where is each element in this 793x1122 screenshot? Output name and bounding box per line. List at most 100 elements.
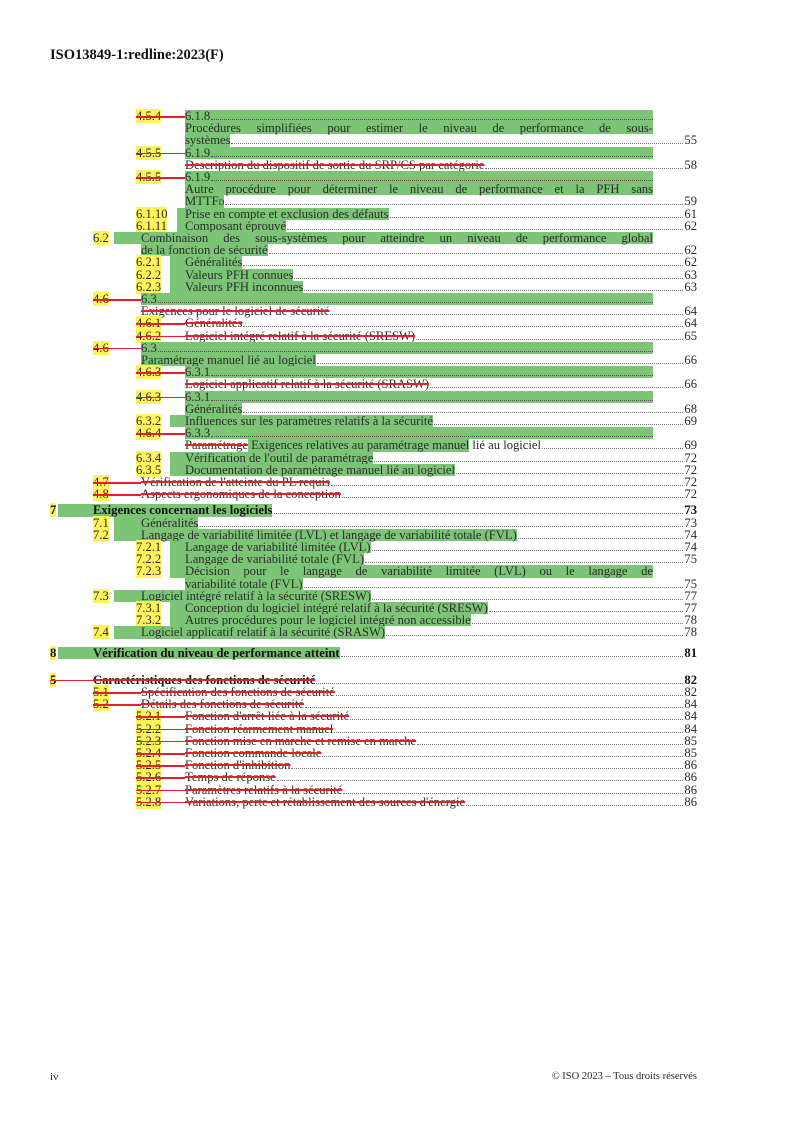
toc-entry-number: 5.2 — [93, 697, 141, 712]
toc-entry[interactable]: 7.3 Logiciel intégré relatif à la sécurit… — [50, 588, 697, 603]
toc-entry-title: Autres procédures pour le logiciel intég… — [170, 614, 471, 626]
toc-entry[interactable]: 4.6.1 Généralités 64 — [50, 316, 697, 331]
toc-entry[interactable]: 8 Vérification du niveau de performance a… — [50, 645, 697, 660]
dot-leader — [472, 614, 683, 625]
toc-page-number: 86 — [684, 794, 697, 809]
dot-leader — [334, 723, 683, 733]
toc-entry-number: 4.6 — [93, 292, 141, 306]
toc-entry[interactable]: 6.3.5 Documentation de paramétrage manuel… — [50, 462, 697, 477]
toc-entry[interactable]: 7.3.2 Autres procédures pour le logiciel … — [50, 613, 697, 628]
toc-entry-title: Fonction commande locale — [185, 747, 321, 760]
toc-entry[interactable]: 7.4 Logiciel applicatif relatif à la sécu… — [50, 625, 697, 640]
toc-entry[interactable]: 7.2 Langage de variabilité limitée (LVL) … — [50, 527, 697, 542]
toc-entry[interactable]: systèmes 55 — [50, 133, 697, 147]
dot-leader — [304, 281, 683, 291]
title-segment: Caractéristiques des fonctions de sécuri… — [93, 672, 316, 687]
toc-entry[interactable]: 4.8 Aspects ergonomiques de la conception… — [50, 487, 697, 502]
toc-entry[interactable]: 7.1 Généralités 73 — [50, 515, 697, 530]
toc-entry[interactable]: 7.3.1 Conception du logiciel intégré rela… — [50, 601, 697, 615]
toc-entry[interactable]: 4.6 6.3 — [50, 292, 697, 306]
toc-entry[interactable]: 4.5.5 6.1.9 — [50, 145, 697, 160]
toc-entry-number: 7.2.3 — [136, 564, 162, 579]
toc-entry-number: 6.3.5 — [136, 462, 162, 477]
toc-page-number: 72 — [684, 475, 697, 489]
title-segment: Exigences concernant les logiciels — [92, 503, 273, 518]
toc-entry[interactable]: 4.6.4 6.3.3 — [50, 426, 697, 441]
dot-leader — [518, 529, 683, 539]
toc-entry[interactable]: Description du dispositif de sortie du S… — [50, 158, 697, 171]
toc-entry[interactable]: 5.1 Spécification des fonctions de sécuri… — [50, 685, 697, 699]
toc-entry[interactable]: 4.6.3 6.3.1 — [50, 389, 697, 404]
title-segment: 6.3.3 — [185, 426, 211, 441]
toc-entry[interactable]: 5.2.3 Fonction mise en marche et remise e… — [50, 733, 697, 748]
deleted-text: Fonction réarmement manuel — [185, 722, 333, 736]
toc-entry[interactable]: Paramétrage Exigences relatives au param… — [50, 438, 697, 453]
title-segment: de la fonction de sécurité — [141, 243, 268, 258]
toc-page-number: 86 — [684, 770, 697, 785]
toc-entry[interactable]: 6.2.1 Généralités 62 — [50, 255, 697, 270]
toc-entry[interactable]: 7.2.3 Décision pour le langage de variabi… — [50, 564, 697, 579]
dot-leader — [322, 747, 683, 757]
toc-entry[interactable]: 4.6.2 Logiciel intégré relatif à la sécur… — [50, 328, 697, 343]
toc-entry[interactable]: 7 Exigences concernant les logiciels 73 — [50, 503, 697, 518]
dot-leader — [365, 553, 683, 564]
toc-entry[interactable]: 5.2.8 Variations, perte et rétablissement… — [50, 794, 697, 809]
title-segment: Paramétrage — [185, 438, 248, 453]
toc-entry-title: MTTFD — [185, 195, 225, 208]
toc-entry[interactable]: Autre procédure pour déterminer le nivea… — [50, 183, 697, 195]
title-text: Généralités — [185, 402, 242, 416]
toc-entry[interactable]: 6.1.11 Composant éprouvé 62 — [50, 218, 697, 233]
toc-entry[interactable]: variabilité totale (FVL) 75 — [50, 577, 697, 590]
toc-entry[interactable]: MTTFD 59 — [50, 195, 697, 208]
toc-entry[interactable]: 5.2.7 Paramètres relatifs à la sécurité 86 — [50, 782, 697, 797]
toc-entry[interactable]: 4.5.5 6.1.9 — [50, 170, 697, 184]
toc-number-text: 4.6 — [93, 292, 109, 306]
toc-page-number: 72 — [684, 487, 697, 502]
dot-leader — [350, 710, 683, 721]
toc-entry[interactable]: 6.2.3 Valeurs PFH inconnues 63 — [50, 279, 697, 294]
toc-number-text: 6.3.5 — [136, 462, 162, 477]
toc-entry-title: Valeurs PFH inconnues — [170, 280, 304, 293]
dot-leader — [317, 354, 683, 364]
toc-entry[interactable]: 5.2.2 Fonction réarmement manuel 84 — [50, 721, 697, 736]
toc-entry[interactable]: Logiciel applicatif relatif à la sécurit… — [50, 378, 697, 391]
toc-entry[interactable]: de la fonction de sécurité 62 — [50, 243, 697, 257]
toc-entry[interactable]: 5.2.6 Temps de réponse 86 — [50, 770, 697, 785]
toc-entry-number: 5.2.5 — [136, 758, 185, 773]
toc-entry-title: Fonction mise en marche et remise en mar… — [185, 734, 416, 747]
toc-entry-number: 7.2.2 — [136, 552, 162, 567]
title-segment: 6.3 — [141, 292, 157, 306]
title-text: Exigences concernant les logiciels — [93, 503, 272, 517]
toc-entry[interactable]: Paramétrage manuel lié au logiciel 66 — [50, 354, 697, 366]
toc-entry[interactable]: 6.3.2 Influences sur les paramètres relat… — [50, 414, 697, 428]
toc-entry[interactable]: 5.2.1 Fonction d'arrêt liée à la sécurité… — [50, 709, 697, 724]
toc-entry[interactable]: 5.2.5 Fonction d'inhibition 86 — [50, 758, 697, 773]
dot-leader — [243, 317, 683, 328]
toc-entry[interactable]: Procédures simplifiées pour estimer le n… — [50, 122, 697, 134]
toc-entry-title: Temps de réponse — [185, 771, 276, 784]
toc-entry[interactable]: 7.2.2 Langage de variabilité totale (FVL)… — [50, 552, 697, 567]
toc-entry[interactable]: 5 Caractéristiques des fonctions de sécur… — [50, 672, 697, 687]
title-text: Langage de variabilité limitée (LVL) — [185, 540, 371, 554]
dot-leader — [277, 771, 683, 782]
toc-entry[interactable]: 5.2 Détails des fonctions de sécurité 84 — [50, 697, 697, 712]
title-segment: Langage de variabilité limitée (LVL) — [185, 540, 371, 554]
title-segment: 6.3.1 — [185, 389, 211, 404]
toc-entry[interactable]: 5.2.4 Fonction commande locale 85 — [50, 746, 697, 760]
title-text: de la fonction de sécurité — [141, 243, 268, 257]
toc-entry[interactable]: Exigences pour le logiciel de sécurité 64 — [50, 305, 697, 318]
toc-entry[interactable]: 4.7 Vérification de l'atteinte du PL requ… — [50, 475, 697, 489]
toc-entry[interactable]: 6.2.2 Valeurs PFH connues 63 — [50, 267, 697, 282]
toc-entry[interactable]: 6.2 Combinaison des sous-systèmes pour at… — [50, 231, 697, 245]
toc-entry[interactable]: 4.6.3 6.3.1 — [50, 365, 697, 380]
toc-entry[interactable]: 6.3.4 Vérification de l'outil de paramétr… — [50, 450, 697, 465]
title-text: Exigences relatives au paramétrage manue… — [247, 438, 470, 453]
title-segment: 6.1.9 — [185, 145, 211, 160]
toc-entry[interactable]: 7.2.1 Langage de variabilité limitée (LVL… — [50, 540, 697, 554]
toc-entry[interactable]: 6.1.10 Prise en compte et exclusion des d… — [50, 206, 697, 221]
title-text: systèmes — [185, 133, 230, 147]
toc-entry-number: 4.6.4 — [136, 426, 185, 441]
toc-entry[interactable]: 4.6 6.3 — [50, 340, 697, 355]
toc-entry[interactable]: Généralités 68 — [50, 402, 697, 416]
toc-entry[interactable]: 4.5.4 6.1.8 — [50, 109, 697, 123]
